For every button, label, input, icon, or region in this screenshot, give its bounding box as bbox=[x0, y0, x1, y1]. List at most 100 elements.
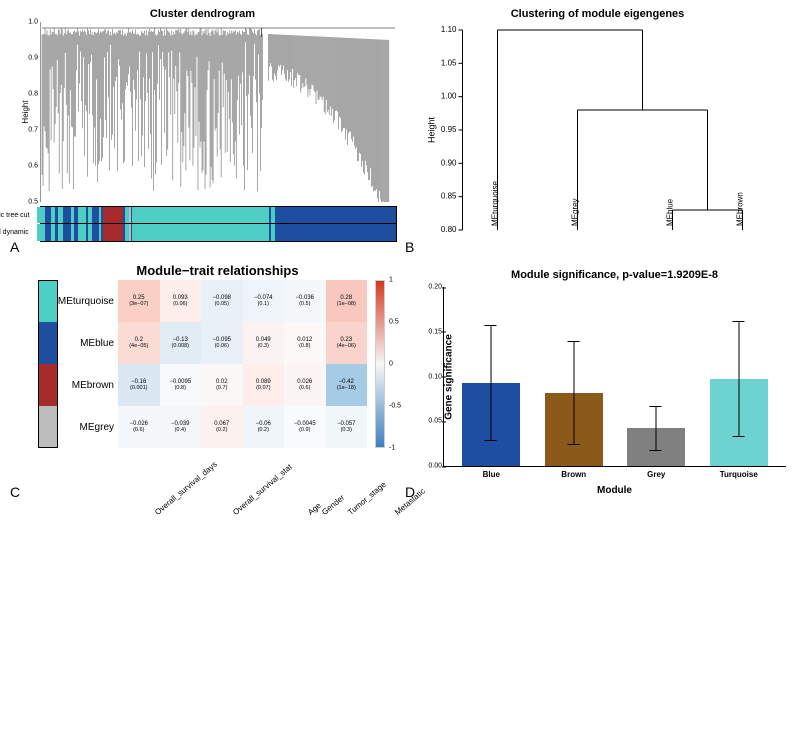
panel-c-title: Module−trait relationships bbox=[38, 263, 397, 278]
module-segment-brown bbox=[103, 207, 123, 223]
module-segment-blue bbox=[275, 224, 396, 241]
module-color-MEgrey bbox=[38, 406, 58, 448]
merged-dynamic-strip bbox=[37, 224, 396, 241]
bar-label: Brown bbox=[561, 470, 586, 479]
panel-d-ytick: 0.05 bbox=[428, 418, 442, 425]
heatmap-cell: 0.026(0.6) bbox=[284, 364, 326, 406]
module-segment-brown bbox=[103, 224, 123, 241]
heatmap-cell: 0.2(4e−05) bbox=[118, 322, 160, 364]
panel-d-ytick: 0.00 bbox=[428, 463, 442, 470]
trait-label: Tumor_stage bbox=[347, 480, 389, 517]
module-segment-turquoise bbox=[78, 207, 86, 223]
heatmap-cell: −0.098(0.05) bbox=[201, 280, 243, 322]
trait-label: Overall_survival_stat bbox=[231, 462, 294, 517]
module-segment-blue bbox=[63, 224, 71, 241]
panel-label-b: B bbox=[405, 239, 414, 255]
module-color-MEbrown bbox=[38, 364, 58, 406]
panel-d: Module significance, p-value=1.9209E-8 G… bbox=[403, 263, 792, 502]
trait-label: Overall_survival_days bbox=[153, 460, 219, 517]
panel-d-ytick: 0.20 bbox=[428, 284, 442, 291]
errorbar bbox=[656, 406, 657, 451]
svg-text:0.80: 0.80 bbox=[441, 225, 457, 234]
panel-c: Module−trait relationships MEturquoise0.… bbox=[8, 263, 397, 502]
heatmap-cell: −0.0045(0.9) bbox=[284, 406, 326, 448]
dynamic-tree-cut-strip bbox=[37, 207, 396, 223]
heatmap-cell: −0.0095(0.8) bbox=[160, 364, 202, 406]
svg-text:0.85: 0.85 bbox=[441, 192, 457, 201]
panel-b-title: Clustering of module eigengenes bbox=[403, 8, 792, 20]
svg-text:0.95: 0.95 bbox=[441, 125, 457, 134]
module-segment-turquoise bbox=[37, 207, 45, 223]
heatmap-cell: −0.026(0.6) bbox=[118, 406, 160, 448]
heatmap-cell: −0.42(1e−18) bbox=[326, 364, 368, 406]
bar-group-turquoise: Turquoise bbox=[698, 287, 781, 466]
panel-d-ytick: 0.15 bbox=[428, 328, 442, 335]
heatmap-cell: −0.13(0.008) bbox=[160, 322, 202, 364]
row-label-dynamic: Dynamic tree cut bbox=[0, 212, 37, 219]
panel-a-ytick: 0.5 bbox=[28, 199, 38, 206]
module-segment-turquoise bbox=[132, 224, 269, 241]
module-segment-turquoise bbox=[37, 224, 45, 241]
panel-a-ytick: 0.6 bbox=[28, 163, 38, 170]
bar-label: Grey bbox=[647, 470, 665, 479]
module-segment-blue bbox=[63, 207, 71, 223]
heatmap-cell: −0.074(0.1) bbox=[243, 280, 285, 322]
module-segment-blue bbox=[92, 224, 99, 241]
module-color-MEblue bbox=[38, 322, 58, 364]
colorbar: -1-0.500.51 bbox=[375, 280, 385, 448]
svg-text:0.90: 0.90 bbox=[441, 158, 457, 167]
bar-label: Turquoise bbox=[720, 470, 758, 479]
heatmap-cell: 0.02(0.7) bbox=[201, 364, 243, 406]
panel-label-d: D bbox=[405, 484, 415, 500]
panel-a: Cluster dendrogram Height 0.50.60.70.80.… bbox=[8, 8, 397, 257]
heatmap-cell: −0.16(0.001) bbox=[118, 364, 160, 406]
panel-a-ytick: 1.0 bbox=[28, 19, 38, 26]
module-segment-blue bbox=[92, 207, 99, 223]
heatmap: MEturquoise0.25(3e−07)0.093(0.06)−0.098(… bbox=[38, 280, 397, 448]
svg-text:MEblue: MEblue bbox=[666, 198, 675, 226]
errorbar bbox=[573, 341, 574, 445]
svg-text:Height: Height bbox=[427, 116, 437, 143]
module-color-MEturquoise bbox=[38, 280, 58, 322]
heatmap-cell: 0.049(0.3) bbox=[243, 322, 285, 364]
svg-text:1.05: 1.05 bbox=[441, 58, 457, 67]
bar-label: Blue bbox=[483, 470, 500, 479]
module-label: MEturquoise bbox=[58, 280, 118, 322]
heatmap-cell: 0.067(0.2) bbox=[201, 406, 243, 448]
panel-a-ytick: 0.9 bbox=[28, 55, 38, 62]
heatmap-cell: 0.23(4e−06) bbox=[326, 322, 368, 364]
row-label-merged: Merged dynamic bbox=[0, 229, 37, 236]
panel-label-a: A bbox=[10, 239, 19, 255]
panel-label-c: C bbox=[10, 484, 20, 500]
heatmap-cell: 0.012(0.8) bbox=[284, 322, 326, 364]
panel-a-dendrogram: Height 0.50.60.70.80.91.0 bbox=[40, 22, 397, 202]
panel-b-dendrogram: 0.800.850.900.951.001.051.10HeightMEturq… bbox=[403, 22, 792, 252]
panel-d-title: Module significance, p-value=1.9209E-8 bbox=[443, 269, 786, 281]
module-segment-blue bbox=[275, 207, 396, 223]
heatmap-cell: −0.057(0.3) bbox=[326, 406, 368, 448]
module-label: MEblue bbox=[58, 322, 118, 364]
heatmap-cell: −0.06(0.2) bbox=[243, 406, 285, 448]
svg-text:MEgrey: MEgrey bbox=[571, 198, 580, 226]
module-segment-turquoise bbox=[132, 207, 269, 223]
svg-text:MEbrown: MEbrown bbox=[736, 192, 745, 226]
errorbar bbox=[738, 321, 739, 437]
panel-b: Clustering of module eigengenes 0.80 0.85… bbox=[403, 8, 792, 257]
panel-a-title: Cluster dendrogram bbox=[8, 8, 397, 20]
trait-label: Gender bbox=[320, 493, 346, 517]
panel-a-module-bars: Dynamic tree cut Merged dynamic bbox=[40, 206, 397, 242]
svg-text:1.10: 1.10 bbox=[441, 25, 457, 34]
svg-text:1.00: 1.00 bbox=[441, 92, 457, 101]
heatmap-cell: 0.093(0.06) bbox=[160, 280, 202, 322]
panel-a-ytick: 0.7 bbox=[28, 127, 38, 134]
errorbar bbox=[491, 325, 492, 441]
panel-d-barchart: Gene significance 0.000.050.100.150.20 B… bbox=[443, 287, 786, 467]
heatmap-cell: 0.25(3e−07) bbox=[118, 280, 160, 322]
module-label: MEbrown bbox=[58, 364, 118, 406]
panel-d-ytick: 0.10 bbox=[428, 373, 442, 380]
heatmap-cell: −0.039(0.4) bbox=[160, 406, 202, 448]
bar-group-brown: Brown bbox=[533, 287, 616, 466]
panel-d-xlabel: Module bbox=[443, 485, 786, 496]
module-label: MEgrey bbox=[58, 406, 118, 448]
bar-group-blue: Blue bbox=[450, 287, 533, 466]
